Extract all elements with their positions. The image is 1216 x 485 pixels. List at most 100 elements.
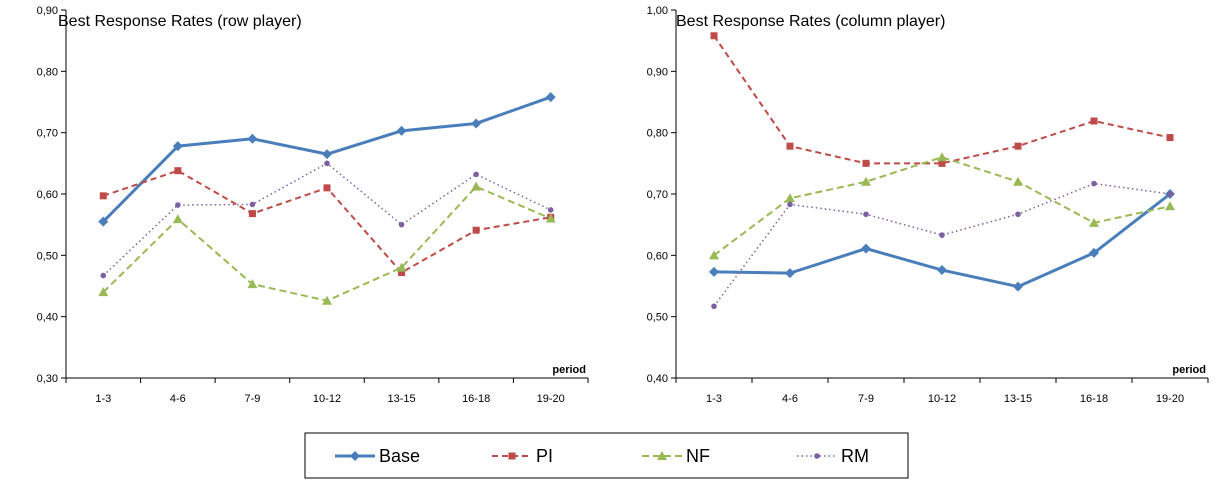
data-point-pi: [1014, 142, 1022, 150]
series-nf: [98, 181, 556, 305]
x-tick-label: 19-20: [537, 393, 565, 405]
series-pi: [710, 32, 1174, 167]
chart-panel-2: 0,40 0,50 0,60 0,70 0,80 0,90 1,00 1-3 4-6 7-9 10-…: [647, 5, 1209, 405]
x-tick-label: 4-6: [782, 393, 798, 405]
y-tick-label: 0,70: [37, 128, 58, 140]
data-point-nf: [247, 279, 258, 289]
y-tick-label: 0,90: [647, 66, 668, 78]
data-point-nf: [322, 295, 332, 305]
data-point-rm: [1167, 191, 1173, 197]
y-tick-label: 0,30: [37, 373, 58, 385]
series-line-rm: [713, 182, 1171, 307]
data-point-pi: [472, 226, 480, 234]
data-point-base: [1089, 247, 1099, 258]
series-line-base: [102, 95, 552, 223]
data-point-pi: [1090, 117, 1098, 125]
y-tick-label: 0,70: [647, 189, 668, 201]
y-tick-label: 0,60: [647, 250, 668, 262]
data-point-nf: [471, 181, 482, 191]
data-point-pi: [323, 184, 331, 192]
legend-marker-base: [350, 451, 360, 461]
legend-item-rm: RM: [797, 446, 869, 466]
data-point-base: [937, 265, 947, 276]
data-point-rm: [1015, 211, 1021, 218]
series-line-pi: [713, 35, 1171, 165]
legend-marker-rm: [814, 453, 820, 459]
data-point-base: [1013, 281, 1023, 292]
data-point-nf: [545, 213, 556, 223]
chart-title: Best Response Rates (column player): [676, 13, 945, 30]
data-point-pi: [248, 210, 256, 218]
data-point-base: [471, 118, 482, 129]
legend-label-nf: NF: [686, 446, 710, 466]
data-point-base: [709, 266, 719, 277]
data-point-rm: [473, 171, 479, 178]
x-tick-label: 10-12: [928, 393, 956, 405]
data-point-pi: [1166, 134, 1174, 142]
x-tick-label: 16-18: [1080, 393, 1108, 405]
y-tick-label: 0,50: [647, 312, 668, 324]
x-tick-label: 7-9: [244, 393, 260, 405]
series-rm: [100, 160, 554, 279]
x-tick-label: 1-3: [95, 393, 111, 405]
series-line-rm: [102, 162, 552, 277]
x-axis-label: period: [552, 364, 586, 376]
chart-title: Best Response Rates (row player): [58, 13, 302, 30]
legend-item-nf: NF: [642, 446, 710, 466]
y-tick-label: 0,80: [37, 66, 58, 78]
data-point-base: [545, 92, 556, 103]
data-point-nf: [1089, 217, 1099, 227]
y-tick-label: 0,90: [37, 5, 58, 17]
x-tick-label: 13-15: [1004, 393, 1032, 405]
data-point-nf: [1165, 201, 1175, 211]
x-tick-label: 7-9: [858, 393, 874, 405]
data-point-rm: [863, 211, 869, 218]
data-point-pi: [862, 159, 870, 167]
data-point-pi: [938, 159, 946, 167]
y-tick-label: 1,00: [647, 5, 668, 17]
legend-marker-pi: [508, 452, 516, 460]
series-rm: [711, 180, 1173, 310]
data-point-pi: [398, 269, 406, 277]
data-point-rm: [547, 207, 554, 213]
data-point-pi: [710, 32, 718, 40]
data-point-rm: [398, 221, 405, 228]
data-point-pi: [174, 167, 182, 175]
series-base: [709, 189, 1175, 292]
data-point-base: [172, 141, 183, 152]
data-point-nf: [709, 250, 719, 260]
y-tick-label: 0,80: [647, 128, 668, 140]
data-point-base: [322, 149, 332, 160]
y-tick-label: 0,40: [37, 312, 58, 324]
data-point-base: [785, 268, 795, 279]
data-point-nf: [396, 262, 407, 272]
data-point-rm: [1091, 180, 1097, 187]
data-point-rm: [939, 232, 945, 238]
data-point-rm: [324, 160, 330, 167]
data-point-base: [98, 216, 109, 227]
legend-marker-nf: [657, 451, 667, 460]
x-tick-label: 13-15: [388, 393, 416, 405]
x-tick-label: 10-12: [313, 393, 341, 405]
data-point-rm: [249, 201, 256, 208]
data-point-rm: [175, 202, 181, 208]
x-tick-label: 16-18: [462, 393, 490, 405]
legend-item-base: Base: [335, 446, 420, 466]
legend-label-pi: PI: [536, 446, 553, 466]
x-axis-label: period: [1172, 364, 1206, 376]
series-pi: [99, 167, 555, 277]
data-point-pi: [99, 192, 107, 200]
legend-label-rm: RM: [841, 446, 869, 466]
data-point-nf: [1013, 176, 1023, 186]
data-point-base: [247, 133, 258, 144]
data-point-nf: [98, 287, 109, 297]
data-point-nf: [861, 176, 871, 186]
data-point-nf: [172, 214, 183, 224]
y-tick-label: 0,40: [647, 373, 668, 385]
x-tick-label: 1-3: [706, 393, 722, 405]
data-point-pi: [786, 142, 794, 150]
data-point-nf: [785, 193, 795, 203]
series-line-nf: [713, 156, 1171, 257]
y-tick-label: 0,60: [37, 189, 58, 201]
